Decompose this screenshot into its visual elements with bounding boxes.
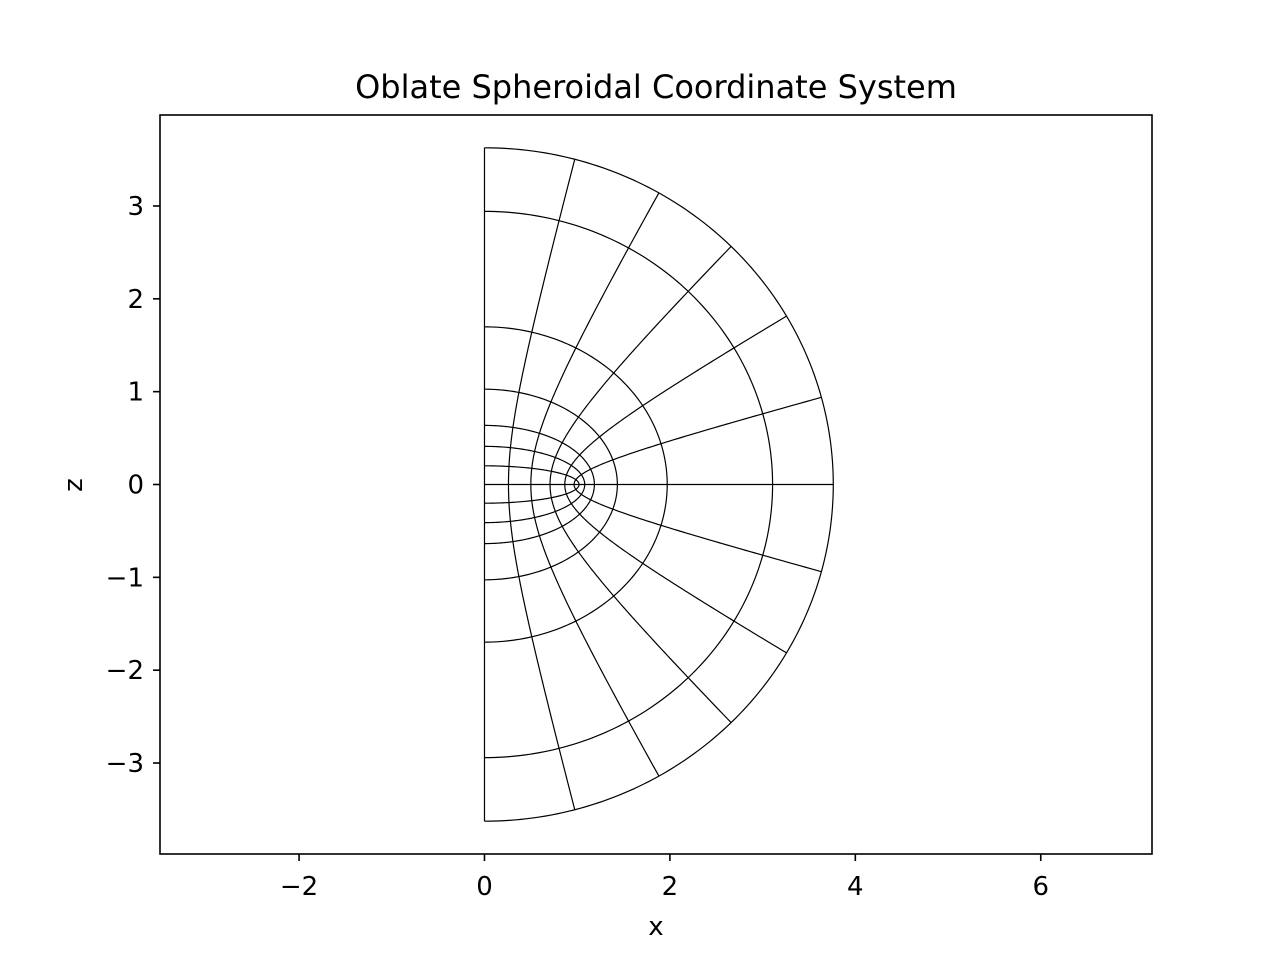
hyperbola-nu-9 [549, 245, 732, 485]
hyperbola-nu-1 [507, 484, 576, 810]
y-tick-label: 2 [127, 285, 144, 315]
x-tick-label: −2 [280, 872, 318, 902]
x-axis-ticks: −2 0 2 4 6 [280, 854, 1049, 902]
hyperbola-nu-3 [549, 484, 732, 724]
y-tick-label: −2 [106, 656, 144, 686]
x-axis-label: x [648, 912, 663, 942]
y-tick-label: 3 [127, 192, 144, 222]
y-tick-label: 0 [127, 471, 144, 501]
hyperbola-nu-11 [507, 159, 576, 485]
hyperbola-nu-7 [573, 396, 822, 485]
x-tick-label: 4 [847, 872, 864, 902]
hyperbola-nu-2 [530, 484, 660, 777]
y-axis-ticks: −3 −2 −1 0 1 2 3 [106, 192, 160, 779]
x-tick-label: 2 [662, 872, 679, 902]
hyperbola-nu-8 [564, 315, 787, 485]
x-tick-label: 6 [1032, 872, 1049, 902]
chart-title: Oblate Spheroidal Coordinate System [355, 68, 957, 106]
hyperbola-nu-5 [573, 484, 822, 573]
y-tick-label: −1 [106, 563, 144, 593]
y-tick-label: 1 [127, 378, 144, 408]
hyperbola-nu-10 [530, 192, 660, 485]
y-axis-label: z [59, 478, 89, 492]
y-tick-label: −3 [106, 749, 144, 779]
coordinate-curves [483, 147, 834, 822]
plot-area [159, 114, 1153, 855]
x-tick-label: 0 [476, 872, 493, 902]
hyperbola-nu-4 [564, 484, 787, 654]
